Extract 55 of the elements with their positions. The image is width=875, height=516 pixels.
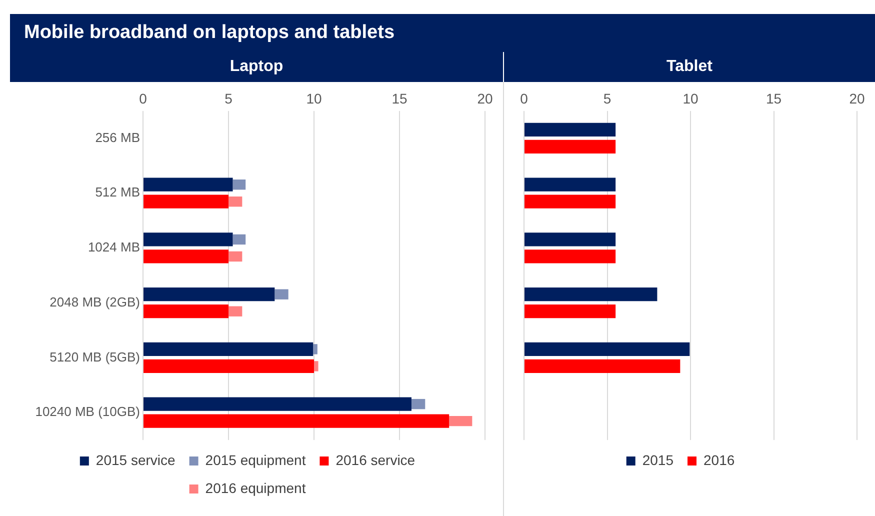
x-tick-label: 10 [682,90,698,106]
bar [144,414,450,428]
bar [524,140,616,154]
bar [144,178,233,192]
bar [314,361,318,372]
bar [411,398,426,410]
legend-label: 2016 service [336,452,416,468]
x-tick-label: 20 [849,90,865,106]
bar [228,251,242,262]
y-tick-label: 10240 MB (10GB) [35,404,140,420]
bar [144,397,412,411]
bar [274,289,288,300]
bar [313,344,318,354]
bar [449,416,472,426]
bar [144,342,314,356]
bar [232,179,246,190]
x-tick-label: 0 [139,90,148,106]
legend-label: 2016 equipment [205,480,306,496]
x-tick-label: 15 [766,90,782,106]
bar [524,232,616,246]
bar [524,288,658,302]
bar [144,359,314,374]
legend-label: 2015 service [96,452,176,468]
bar [144,304,228,318]
x-tick-label: 0 [520,90,528,106]
bar [144,250,228,264]
legend-label: 2015 [642,452,674,468]
bar [144,232,233,246]
bar [524,250,616,264]
x-tick-label: 15 [392,90,408,106]
bar [524,359,680,374]
chart-title: Mobile broadband on laptops and tablets [10,14,875,52]
bar [228,306,242,316]
y-tick-label: 256 MB [95,130,140,145]
bar [524,194,616,208]
x-tick-label: 10 [306,90,322,106]
bar [232,234,246,245]
chart-subtitle: Laptop [10,52,503,82]
bar [144,288,275,302]
bar [524,304,616,318]
x-tick-label: 20 [477,90,493,106]
bar [144,194,228,208]
y-tick-label: 1024 MB [88,240,140,255]
bar [524,178,616,192]
x-tick-label: 5 [224,90,233,106]
y-tick-label: 2048 MB (2GB) [50,294,140,310]
y-tick-label: 5120 MB (5GB) [50,349,140,364]
legend-label: 2015 equipment [205,452,306,468]
y-tick-label: 512 MB [95,184,140,200]
chart-subtitle: Tablet [504,52,875,82]
bar [524,122,616,137]
bar [228,196,242,207]
bar [524,342,690,356]
legend-label: 2016 [704,452,735,468]
x-tick-label: 5 [603,90,612,106]
